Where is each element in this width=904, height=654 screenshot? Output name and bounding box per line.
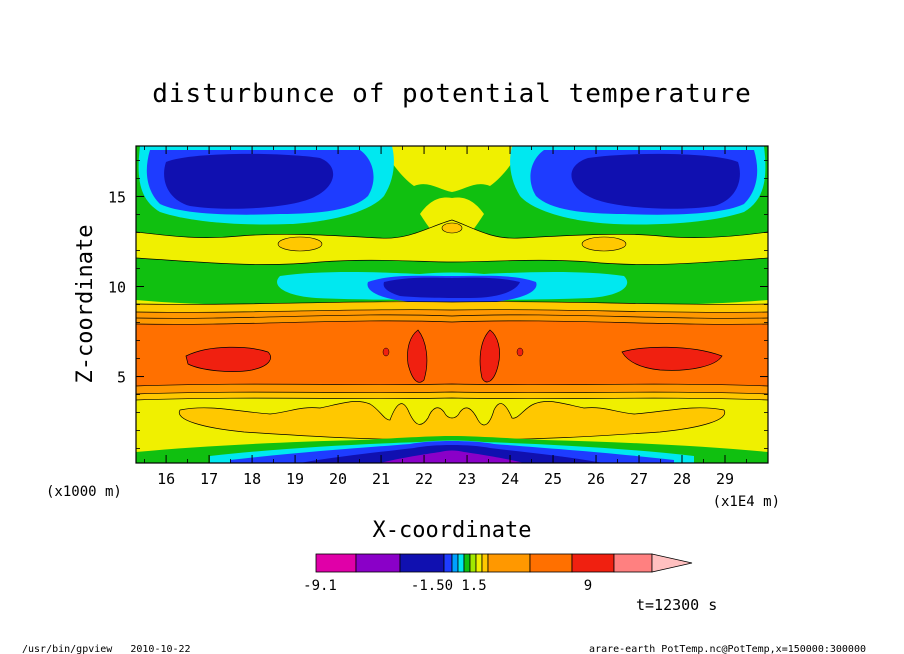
- footer-right: arare-earth_PotTemp.nc@PotTemp,x=150000:…: [589, 644, 866, 654]
- contour-red-core: [407, 329, 428, 383]
- x-tick-label: 17: [200, 470, 218, 488]
- contour-orange-dark-band: [136, 320, 768, 386]
- colorbar-swatch: [475, 553, 483, 573]
- contour-orange-patch: [581, 236, 627, 252]
- contour-yellow-center-top: [420, 197, 484, 244]
- y-axis-ticks: 5 10 15: [108, 160, 768, 449]
- y-tick-label: 15: [108, 188, 126, 206]
- colorbar-swatch: [529, 553, 573, 573]
- colorbar-swatch: [355, 553, 401, 573]
- colorbar-extension: [651, 553, 693, 573]
- x-axis-ticks: 16 17 18 19 20 21 22 23 24 25 26 27 28 29: [144, 146, 747, 488]
- x-tick-label: 27: [630, 470, 648, 488]
- x-tick-label: 21: [372, 470, 390, 488]
- colorbar-swatch: [571, 553, 615, 573]
- colorbar-swatch: [463, 553, 471, 573]
- chart-title: disturbunce of potential temperature: [152, 79, 752, 109]
- contour-purple-lower: [380, 450, 524, 463]
- contour-yellow-top-strip: [380, 146, 524, 192]
- contour-darkblue-middle: [383, 277, 520, 298]
- y-tick-label: 10: [108, 278, 126, 296]
- x-tick-label: 25: [544, 470, 562, 488]
- x-tick-label: 18: [243, 470, 261, 488]
- colorbar-label: 9: [584, 578, 592, 594]
- colorbar-swatch: [443, 553, 453, 573]
- contour-orange-patch: [277, 236, 323, 252]
- x-tick-label: 26: [587, 470, 605, 488]
- x-tick-label: 19: [286, 470, 304, 488]
- x-tick-label: 16: [157, 470, 175, 488]
- y-tick-label: 5: [117, 369, 126, 387]
- colorbar-swatch: [399, 553, 445, 573]
- contour-red-core: [479, 329, 500, 383]
- contour-red-core: [621, 346, 723, 371]
- contour-red-dot: [382, 347, 390, 357]
- colorbar-swatch: [487, 553, 531, 573]
- x-axis-label: X-coordinate: [373, 518, 532, 543]
- colorbar-label: -1.50: [411, 578, 453, 594]
- contour-darkblue-left: [164, 153, 334, 209]
- colorbar: -9.1 -1.50 1.5 9: [303, 553, 693, 594]
- contour-red-core: [185, 346, 271, 372]
- x-tick-label: 29: [716, 470, 734, 488]
- x-tick-label: 24: [501, 470, 519, 488]
- colorbar-swatch: [315, 553, 357, 573]
- colorbar-swatch: [457, 553, 465, 573]
- contour-orange-patch: [441, 222, 463, 234]
- contour-plot: [136, 146, 768, 463]
- colorbar-label: 1.5: [461, 578, 486, 594]
- contour-lines: [136, 219, 768, 401]
- x-tick-label: 20: [329, 470, 347, 488]
- x-tick-label: 23: [458, 470, 476, 488]
- colorbar-swatch: [469, 553, 477, 573]
- time-label: t=12300 s: [636, 596, 717, 614]
- contour-red-dot: [516, 347, 524, 357]
- x-tick-label: 22: [415, 470, 433, 488]
- colorbar-swatch: [481, 553, 489, 573]
- contour-orange-lower-waves: [178, 401, 726, 441]
- colorbar-label: -9.1: [303, 578, 337, 594]
- y-axis-label: Z-coordinate: [73, 225, 98, 384]
- contour-darkblue-right: [571, 153, 740, 209]
- y-unit-label: (x1000 m): [46, 484, 122, 500]
- x-unit-label: (x1E4 m): [713, 494, 780, 510]
- x-tick-label: 28: [673, 470, 691, 488]
- footer-left: /usr/bin/gpview 2010-10-22: [22, 644, 191, 654]
- colorbar-swatch: [451, 553, 459, 573]
- colorbar-swatch: [613, 553, 653, 573]
